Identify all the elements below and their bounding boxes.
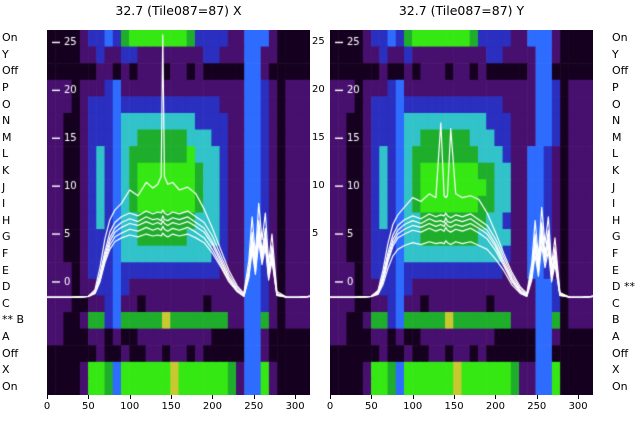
x-tick-label: 100 xyxy=(403,401,423,412)
x-tick-label: 250 xyxy=(527,401,547,412)
row-label-left: Off xyxy=(2,346,19,360)
row-label-left: D xyxy=(2,280,11,294)
x-tick-label: 300 xyxy=(285,401,305,412)
row-label-right: N xyxy=(612,114,621,128)
x-tick-mark xyxy=(129,395,131,399)
row-label-left: N xyxy=(2,114,11,128)
x-tick-mark xyxy=(171,395,173,399)
row-label-right: Off xyxy=(612,64,629,78)
row-label-right: B xyxy=(612,313,620,327)
row-label-left: On xyxy=(2,379,18,393)
x-tick-label: 0 xyxy=(326,401,334,412)
x-tick-label: 200 xyxy=(485,401,505,412)
x-tick-mark xyxy=(371,395,373,399)
row-label-left: Y xyxy=(2,47,9,61)
row-label-left: ** B xyxy=(2,313,25,327)
x-tick-mark xyxy=(536,395,538,399)
x-tick-mark xyxy=(330,395,331,399)
row-label-left: X xyxy=(2,363,10,377)
row-label-right: I xyxy=(612,197,616,211)
row-label-left: G xyxy=(2,230,11,244)
row-label-left: M xyxy=(2,130,12,144)
x-tick-label: 150 xyxy=(444,401,464,412)
row-label-left: C xyxy=(2,296,10,310)
row-label-right: J xyxy=(612,180,616,194)
row-label-left: F xyxy=(2,246,9,260)
row-label-right: H xyxy=(612,213,621,227)
heatmap-panel-y xyxy=(330,30,593,395)
row-label-right: On xyxy=(612,31,628,45)
row-label-left: O xyxy=(2,97,11,111)
x-tick-mark xyxy=(212,395,214,399)
row-label-left: E xyxy=(2,263,9,277)
row-label-right: F xyxy=(612,246,619,260)
x-tick-mark xyxy=(253,395,255,399)
x-tick-mark xyxy=(295,395,297,399)
row-label-right: P xyxy=(612,81,619,95)
row-label-left: On xyxy=(2,31,18,45)
row-label-left: K xyxy=(2,164,10,178)
x-tick-mark xyxy=(47,395,48,399)
row-label-right: Off xyxy=(612,346,629,360)
row-label-right: G xyxy=(612,230,621,244)
x-tick-label: 200 xyxy=(202,401,222,412)
x-tick-label: 150 xyxy=(161,401,181,412)
row-label-right: X xyxy=(612,363,620,377)
row-label-right: A xyxy=(612,329,620,343)
row-label-right: K xyxy=(612,164,620,178)
row-label-left: P xyxy=(2,81,9,95)
row-label-right: Y xyxy=(612,47,619,61)
row-label-right: D ** xyxy=(612,280,635,294)
x-tick-label: 0 xyxy=(43,401,51,412)
x-tick-label: 100 xyxy=(120,401,140,412)
gap-y-tick-label: 25 xyxy=(312,36,325,48)
row-label-right: L xyxy=(612,147,619,161)
panel-title-x: 32.7 (Tile087=87) X xyxy=(115,3,242,18)
heatmap-panel-x xyxy=(47,30,310,395)
x-tick-mark xyxy=(412,395,414,399)
row-label-left: L xyxy=(2,147,9,161)
x-tick-label: 50 xyxy=(364,401,378,412)
gap-y-tick-label: 10 xyxy=(312,180,325,192)
row-label-right: C xyxy=(612,296,620,310)
x-tick-mark xyxy=(578,395,580,399)
row-label-left: I xyxy=(2,197,6,211)
row-label-right: On xyxy=(612,379,628,393)
x-tick-mark xyxy=(495,395,497,399)
x-tick-mark xyxy=(454,395,456,399)
x-tick-mark xyxy=(88,395,90,399)
row-label-left: J xyxy=(2,180,6,194)
gap-y-tick-label: 5 xyxy=(312,228,319,240)
gap-y-tick-label: 15 xyxy=(312,132,325,144)
row-label-right: M xyxy=(612,130,622,144)
row-label-right: E xyxy=(612,263,619,277)
panel-title-y: 32.7 (Tile087=87) Y xyxy=(398,3,525,18)
row-label-right: O xyxy=(612,97,621,111)
row-label-left: Off xyxy=(2,64,19,78)
x-tick-label: 250 xyxy=(244,401,264,412)
x-tick-label: 50 xyxy=(81,401,95,412)
row-label-left: H xyxy=(2,213,11,227)
row-label-left: A xyxy=(2,329,10,343)
x-tick-label: 300 xyxy=(568,401,588,412)
gap-y-tick-label: 20 xyxy=(312,84,325,96)
